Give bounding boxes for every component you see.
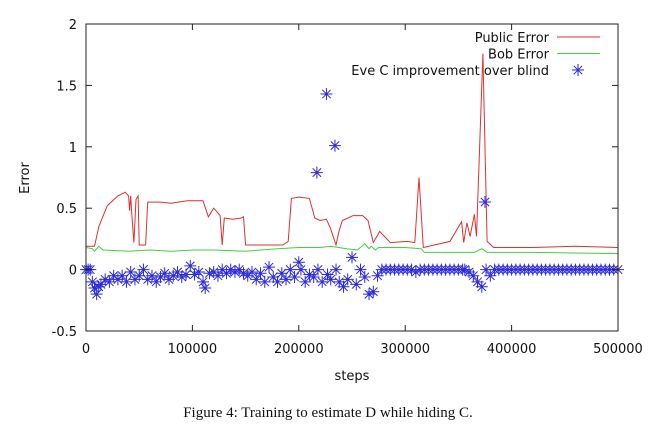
eve-c-improvement-over-blind-point	[171, 266, 184, 279]
y-tick-label: 0.5	[56, 202, 77, 217]
eve-c-improvement-over-blind-point	[320, 87, 333, 100]
y-tick-label: 0	[69, 264, 77, 279]
public-error-line	[86, 53, 619, 249]
eve-c-improvement-over-blind-point	[197, 275, 210, 288]
eve-c-improvement-over-blind-point	[458, 263, 471, 276]
eve-c-improvement-over-blind-point	[275, 267, 288, 280]
eve-c-improvement-over-blind-point	[363, 288, 376, 301]
y-axis-label: Error	[18, 162, 33, 194]
eve-c-improvement-over-blind-point	[99, 273, 112, 286]
legend-label-eve-c-improvement-over-blind: Eve C improvement over blind	[351, 64, 549, 79]
eve-c-improvement-over-blind-point	[299, 275, 312, 288]
eve-c-improvement-over-blind-point	[280, 273, 293, 286]
eve-c-improvement-over-blind-point	[203, 267, 216, 280]
eve-c-improvement-over-blind-point	[330, 263, 343, 276]
x-axis-label: steps	[335, 369, 370, 384]
eve-c-improvement-over-blind-point	[284, 263, 297, 276]
x-tick-label: 300000	[380, 342, 430, 357]
plot-frame	[85, 23, 619, 332]
eve-c-improvement-over-blind-point	[258, 275, 271, 288]
eve-c-improvement-over-blind-point	[103, 275, 116, 288]
eve-c-improvement-over-blind-point	[199, 282, 212, 295]
eve-c-improvement-over-blind-point	[354, 263, 367, 276]
eve-c-improvement-over-blind-point	[337, 280, 350, 293]
eve-c-improvement-over-blind-point	[224, 263, 237, 276]
eve-c-improvement-over-blind-point	[311, 263, 324, 276]
y-tick-label: 1	[69, 141, 77, 156]
legend-label-bob-error: Bob Error	[488, 48, 550, 63]
eve-c-improvement-over-blind-point	[405, 263, 418, 276]
figure-caption: Figure 4: Training to estimate D while h…	[183, 405, 473, 421]
y-tick-label: 2	[69, 18, 77, 33]
eve-c-improvement-over-blind-point	[350, 278, 363, 291]
eve-c-improvement-over-blind-point	[158, 267, 171, 280]
eve-c-improvement-over-blind-point	[237, 267, 250, 280]
legend-swatch-eve-c-improvement-over-blind	[572, 64, 584, 76]
eve-c-improvement-over-blind-point	[484, 269, 497, 282]
eve-c-improvement-over-blind-point	[211, 269, 224, 282]
eve-c-improvement-over-blind-point	[341, 273, 354, 286]
eve-c-improvement-over-blind-point	[86, 275, 99, 288]
eve-c-improvement-over-blind-point	[137, 263, 150, 276]
eve-c-improvement-over-blind-point	[292, 256, 305, 269]
eve-c-improvement-over-blind-point	[479, 196, 491, 209]
eve-c-improvement-over-blind-point	[475, 280, 488, 293]
eve-c-improvement-over-blind-point	[120, 275, 133, 288]
eve-c-improvement-over-blind-point	[371, 269, 384, 282]
eve-c-improvement-over-blind-point	[316, 275, 329, 288]
bob-error-line	[85, 243, 619, 255]
x-tick-label: 200000	[274, 342, 324, 357]
eve-c-improvement-over-blind-point	[254, 267, 267, 280]
y-tick-label: -0.5	[52, 325, 77, 340]
legend-label-public-error: Public Error	[475, 31, 550, 46]
eve-c-improvement-over-blind-point	[192, 266, 205, 279]
eve-c-improvement-over-blind-point	[116, 269, 129, 282]
eve-c-improvement-over-blind-point	[367, 285, 380, 298]
eve-c-improvement-over-blind-point	[303, 268, 316, 281]
y-tick-label: 1.5	[56, 79, 77, 94]
eve-c-improvement-over-blind-point	[145, 269, 158, 282]
eve-c-improvement-over-blind-point	[228, 266, 241, 279]
eve-c-improvement-over-blind-point	[150, 275, 163, 288]
eve-c-improvement-over-blind-point	[471, 275, 484, 288]
x-tick-label: 0	[82, 342, 90, 357]
eve-c-improvement-over-blind-point	[88, 282, 101, 295]
eve-c-improvement-over-blind-point	[294, 263, 307, 276]
eve-c-improvement-over-blind-point	[133, 269, 146, 282]
x-tick-label: 100000	[168, 342, 218, 357]
eve-c-improvement-over-blind-point	[180, 268, 193, 281]
eve-c-improvement-over-blind-point	[267, 270, 280, 283]
eve-c-improvement-over-blind-point	[288, 270, 301, 283]
eve-c-improvement-over-blind-point	[175, 270, 188, 283]
eve-c-improvement-over-blind-point	[90, 288, 103, 301]
eve-c-improvement-over-blind-point	[324, 273, 337, 286]
eve-c-improvement-over-blind-point	[358, 270, 371, 283]
eve-c-improvement-over-blind-point	[184, 259, 197, 272]
eve-c-improvement-over-blind-point	[94, 278, 107, 291]
chart: 0 100000 200000 300000 400000 500000 -0.5 0 0.5 1…	[18, 18, 643, 384]
eve-c-improvement-over-blind-point	[321, 268, 334, 281]
eve-c-improvement-over-blind-point	[250, 273, 263, 286]
eve-c-improvement-over-blind-point	[333, 275, 346, 288]
eve-c-improvement-over-blind-point	[328, 139, 341, 152]
eve-c-improvement-over-blind-point	[245, 266, 258, 279]
eve-c-improvement-over-blind-point	[310, 166, 323, 179]
eve-c-improvement-over-blind-point	[467, 269, 480, 282]
eve-c-improvement-over-blind-point	[409, 266, 422, 279]
eve-c-improvement-over-blind-point	[271, 275, 284, 288]
x-tick-label: 500000	[593, 342, 643, 357]
eve-c-improvement-over-blind-point	[480, 263, 493, 276]
x-tick-label: 400000	[487, 342, 537, 357]
eve-c-improvement-over-blind-point	[124, 266, 137, 279]
eve-c-improvement-over-blind-point	[263, 261, 276, 274]
eve-c-improvement-over-blind-point	[346, 251, 358, 264]
eve-c-improvement-over-blind-point	[307, 270, 320, 283]
eve-c-improvement-over-blind-point	[188, 268, 201, 281]
